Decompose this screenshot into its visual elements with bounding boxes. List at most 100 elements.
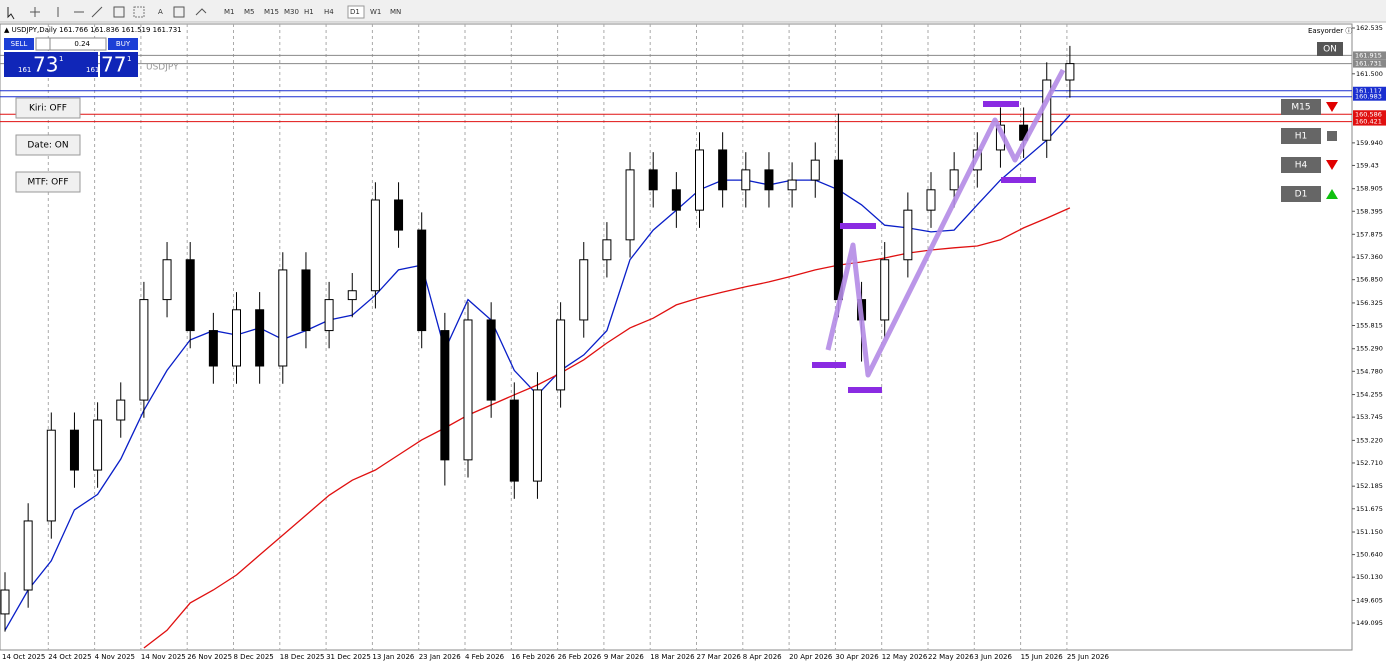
- y-tick-label: 149.095: [1356, 619, 1383, 627]
- buy-big-figure: 161: [86, 66, 99, 74]
- toggle-button[interactable]: [15, 134, 81, 156]
- buy-pips: 77: [101, 53, 126, 77]
- timeframe-button[interactable]: MN: [390, 8, 401, 16]
- crosshair-tool[interactable]: [30, 7, 40, 17]
- lot-dropdown[interactable]: [35, 37, 51, 51]
- buy-price-box[interactable]: [100, 52, 138, 77]
- timeframe-signal-label: H4: [1295, 161, 1308, 171]
- candle-body: [764, 169, 774, 191]
- timeframe-button[interactable]: M30: [284, 8, 299, 16]
- x-tick-label: 3 Jun 2026: [974, 653, 1012, 661]
- channel-tool[interactable]: [113, 6, 125, 18]
- signal-down: [1326, 160, 1338, 170]
- moving-average: [143, 207, 1071, 649]
- timeframe-button[interactable]: W1: [370, 8, 381, 16]
- pattern-level: [983, 101, 1019, 107]
- price-level-box: [1353, 92, 1386, 101]
- label-tool[interactable]: [173, 6, 185, 18]
- candle-body: [625, 169, 635, 241]
- candle-body: [648, 169, 658, 191]
- price-level-box: [1353, 110, 1386, 119]
- timeframe-signal-label: H1: [1295, 132, 1308, 142]
- x-tick-label: 30 Apr 2026: [835, 653, 879, 661]
- candle-body: [810, 159, 820, 181]
- y-tick-label: 155.290: [1356, 345, 1383, 353]
- timeframe-button[interactable]: H1: [304, 8, 314, 16]
- candle-body: [903, 209, 913, 261]
- signal-down: [1326, 102, 1338, 112]
- x-tick-label: 20 Apr 2026: [789, 653, 833, 661]
- toggle-button[interactable]: [15, 97, 81, 119]
- trade-panel: SELL 0.24 BUY 161 73 1 161 77 1 USDJPY: [4, 37, 179, 77]
- price-level-box: [1353, 59, 1386, 68]
- candle-body: [232, 309, 241, 367]
- timeframe-button[interactable]: M5: [244, 8, 255, 16]
- candle-body: [417, 229, 427, 332]
- y-tick-label: 150.640: [1356, 551, 1383, 559]
- candle-body: [69, 429, 79, 471]
- price-level-label: 161.915: [1355, 51, 1382, 59]
- x-tick-label: 26 Nov 2025: [187, 653, 232, 661]
- timeframe-button[interactable]: H4: [324, 8, 334, 16]
- candle-body: [1065, 63, 1075, 81]
- candle-body: [787, 179, 797, 191]
- toggle-button[interactable]: [15, 171, 81, 193]
- timeframe-signal[interactable]: [1281, 157, 1321, 173]
- sell-pips: 73: [33, 53, 58, 77]
- y-tick-label: 162.535: [1356, 24, 1383, 32]
- timeframe-button[interactable]: D1: [350, 8, 360, 16]
- x-tick-label: 15 Jun 2026: [1021, 653, 1064, 661]
- timeframe-signal-label: D1: [1295, 190, 1308, 200]
- sell-price-box[interactable]: [4, 52, 98, 77]
- x-tick-label: 14 Nov 2025: [141, 653, 186, 661]
- pattern-level: [840, 223, 876, 229]
- x-tick-label: 18 Dec 2025: [280, 653, 325, 661]
- candle-body: [695, 149, 704, 211]
- timeframe-button[interactable]: M1: [224, 8, 235, 16]
- candle-body: [833, 159, 843, 301]
- symbol-line: ▲ USDJPY,Daily 161.766 161.836 161.519 1…: [4, 26, 182, 34]
- candle-body: [741, 169, 751, 191]
- candle-body: [880, 259, 890, 321]
- line-tools[interactable]: [57, 6, 103, 18]
- shapes-tool[interactable]: [195, 8, 207, 16]
- y-tick-label: 151.675: [1356, 505, 1383, 513]
- text-tool[interactable]: A: [158, 8, 163, 16]
- timeframe-signal[interactable]: [1281, 128, 1321, 144]
- candle-body: [486, 319, 496, 401]
- y-tick-label: 150.130: [1356, 573, 1383, 581]
- candle-body: [93, 419, 103, 471]
- x-tick-label: 9 Mar 2026: [604, 653, 644, 661]
- toggle-label: ON: [1323, 45, 1337, 55]
- price-level-box: [1353, 86, 1386, 95]
- timeframe-signal[interactable]: [1281, 99, 1321, 115]
- candle-body: [301, 269, 311, 332]
- lot-input[interactable]: [49, 37, 107, 51]
- x-tick-label: 8 Dec 2025: [234, 653, 274, 661]
- cursor-tool[interactable]: [7, 7, 15, 20]
- sell-label: SELL: [11, 40, 28, 48]
- x-tick-label: 31 Dec 2025: [326, 653, 371, 661]
- y-tick-label: 158.395: [1356, 207, 1383, 215]
- fib-tool[interactable]: [133, 6, 145, 18]
- timeframe-signal[interactable]: [1281, 186, 1321, 202]
- sell-fraction: 1: [59, 55, 63, 63]
- y-tick-label: 154.255: [1356, 391, 1383, 399]
- timeframe-button[interactable]: M15: [264, 8, 279, 16]
- x-tick-label: 12 May 2026: [882, 653, 928, 661]
- candle-body: [532, 389, 542, 482]
- sell-button[interactable]: [4, 38, 34, 50]
- candle-body: [116, 399, 126, 421]
- toggle-label: Date: ON: [27, 141, 68, 151]
- x-tick-label: 27 Mar 2026: [697, 653, 742, 661]
- timeframe-signal-label: M15: [1291, 103, 1310, 113]
- candle-body: [926, 189, 936, 211]
- toggle-button[interactable]: [1317, 42, 1343, 56]
- lot-value: 0.24: [74, 40, 90, 48]
- buy-button[interactable]: [108, 38, 138, 50]
- x-tick-label: 13 Jan 2026: [372, 653, 415, 661]
- y-tick-label: 153.745: [1356, 413, 1383, 421]
- candle-body: [463, 319, 473, 461]
- pattern-level: [848, 387, 882, 393]
- price-level-label: 160.983: [1355, 93, 1382, 101]
